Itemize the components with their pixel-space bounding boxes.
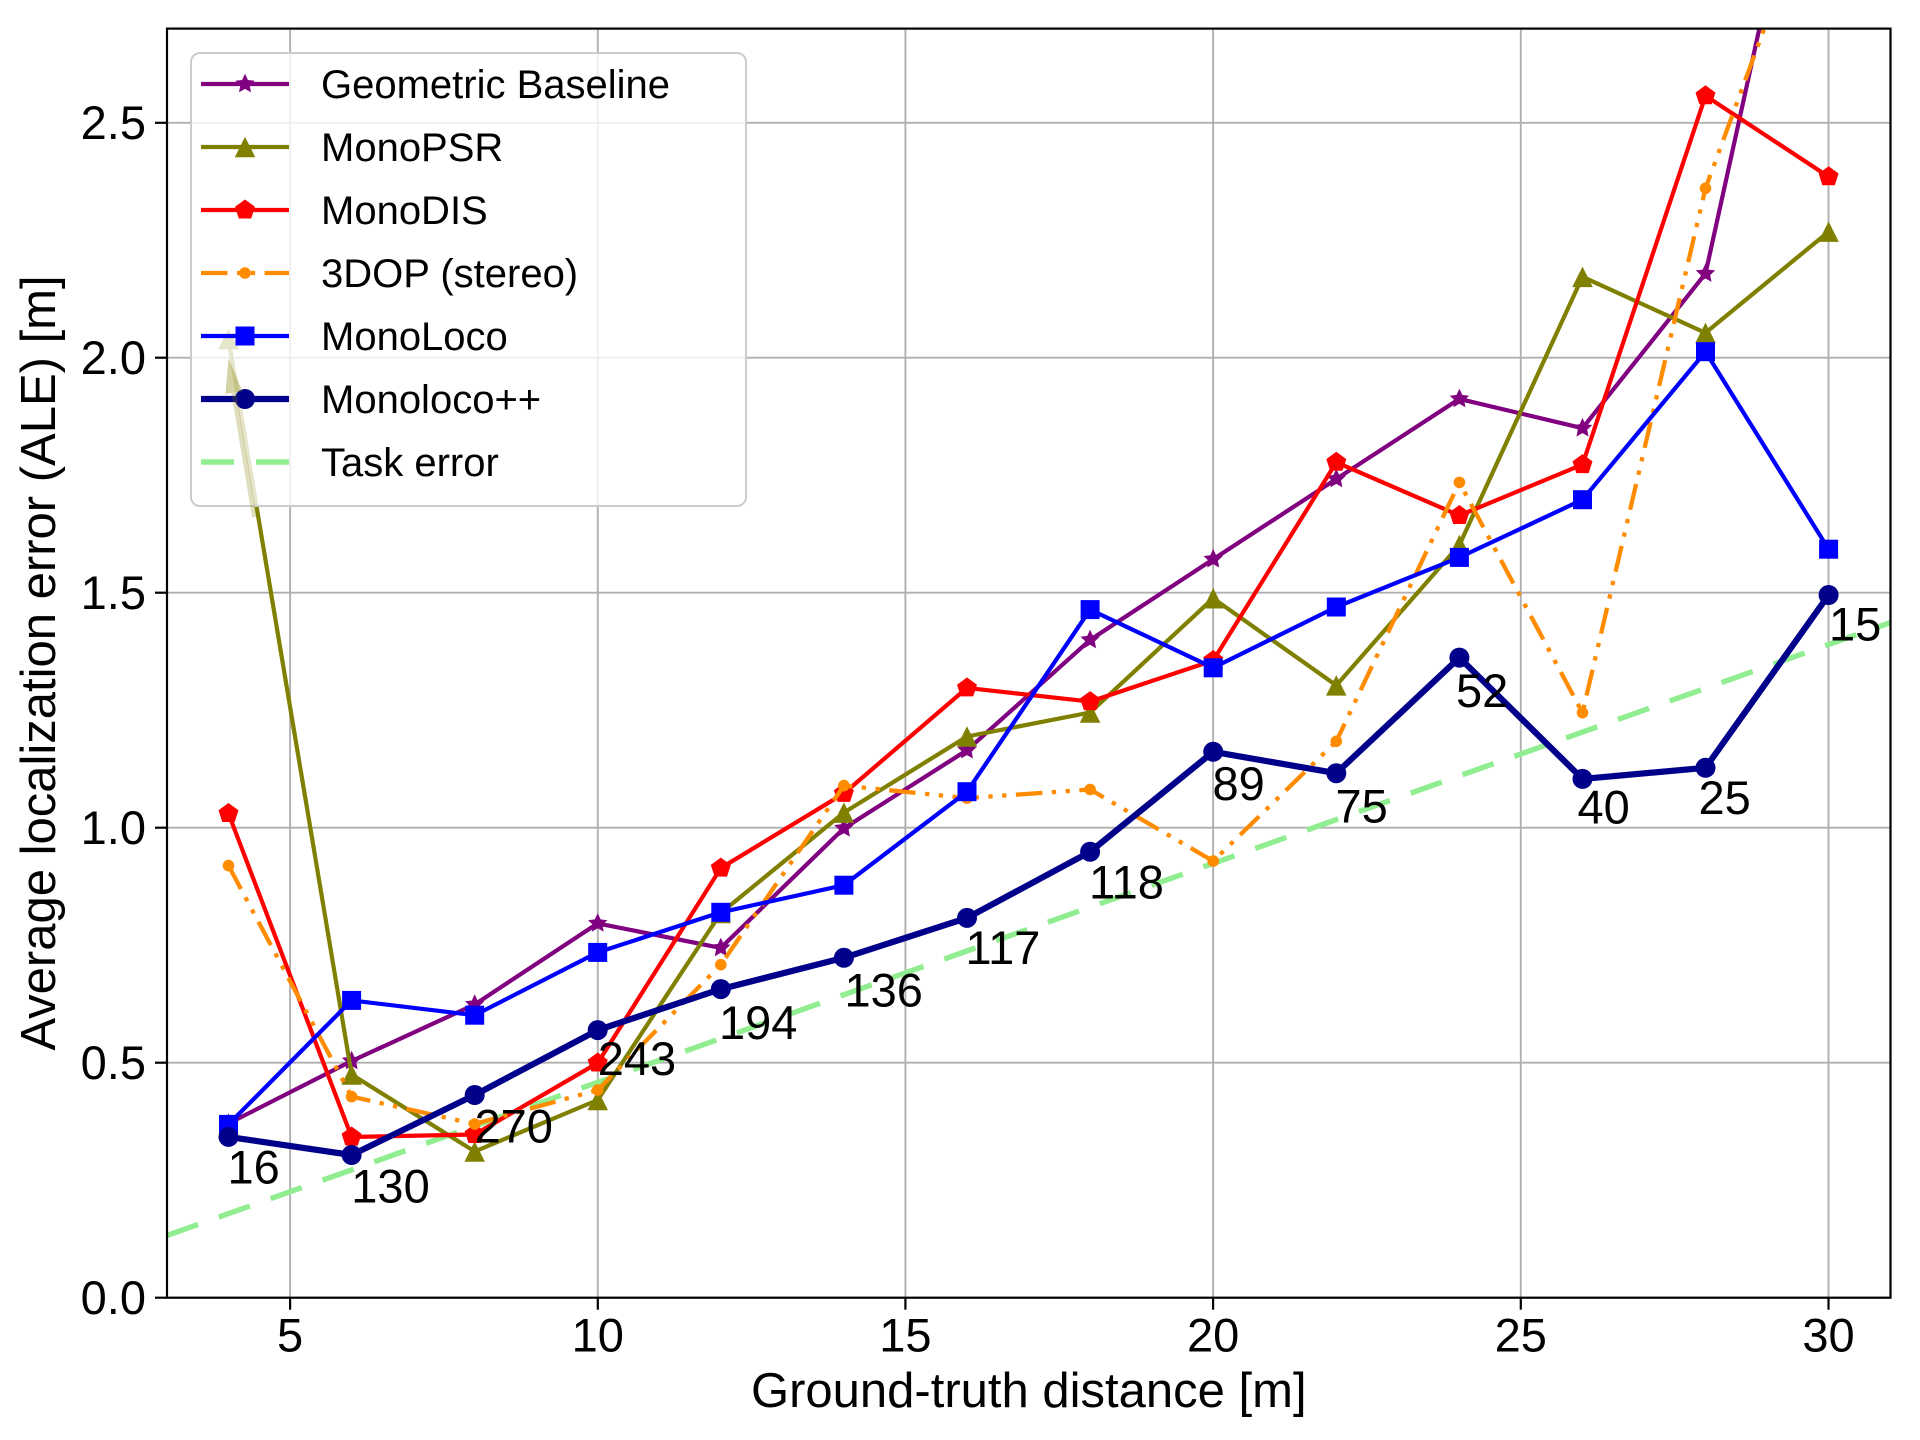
svg-text:Ground-truth distance [m]: Ground-truth distance [m] [751, 1364, 1307, 1418]
svg-text:16: 16 [228, 1140, 280, 1193]
svg-text:1.0: 1.0 [81, 801, 146, 854]
svg-text:270: 270 [475, 1100, 553, 1153]
svg-text:30: 30 [1802, 1309, 1854, 1362]
svg-text:20: 20 [1187, 1309, 1239, 1362]
svg-text:0.0: 0.0 [81, 1271, 146, 1324]
svg-text:Task error: Task error [321, 441, 499, 485]
svg-text:15: 15 [879, 1309, 931, 1362]
svg-text:Monoloco++: Monoloco++ [321, 378, 541, 422]
svg-text:1.5: 1.5 [81, 566, 146, 619]
svg-text:5: 5 [277, 1309, 303, 1362]
svg-text:243: 243 [598, 1032, 676, 1085]
svg-text:89: 89 [1213, 757, 1265, 810]
svg-text:10: 10 [572, 1309, 624, 1362]
svg-text:40: 40 [1578, 780, 1630, 833]
svg-text:194: 194 [719, 996, 797, 1049]
svg-text:0.5: 0.5 [81, 1036, 146, 1089]
svg-text:Geometric Baseline: Geometric Baseline [321, 63, 670, 107]
svg-text:75: 75 [1336, 779, 1388, 832]
svg-text:3DOP (stereo): 3DOP (stereo) [321, 252, 578, 296]
svg-text:25: 25 [1495, 1309, 1547, 1362]
svg-text:2.5: 2.5 [81, 96, 146, 149]
svg-text:15: 15 [1829, 597, 1881, 650]
svg-text:52: 52 [1456, 664, 1508, 717]
svg-text:136: 136 [845, 963, 923, 1016]
svg-text:Average localization error (AL: Average localization error (ALE) [m] [12, 275, 66, 1050]
svg-text:2.0: 2.0 [81, 331, 146, 384]
svg-text:117: 117 [966, 921, 1041, 974]
svg-text:25: 25 [1699, 771, 1751, 824]
svg-text:MonoDIS: MonoDIS [321, 189, 488, 233]
svg-text:MonoPSR: MonoPSR [321, 126, 503, 170]
svg-text:130: 130 [351, 1159, 429, 1212]
svg-text:MonoLoco: MonoLoco [321, 315, 508, 359]
svg-text:118: 118 [1089, 855, 1164, 908]
